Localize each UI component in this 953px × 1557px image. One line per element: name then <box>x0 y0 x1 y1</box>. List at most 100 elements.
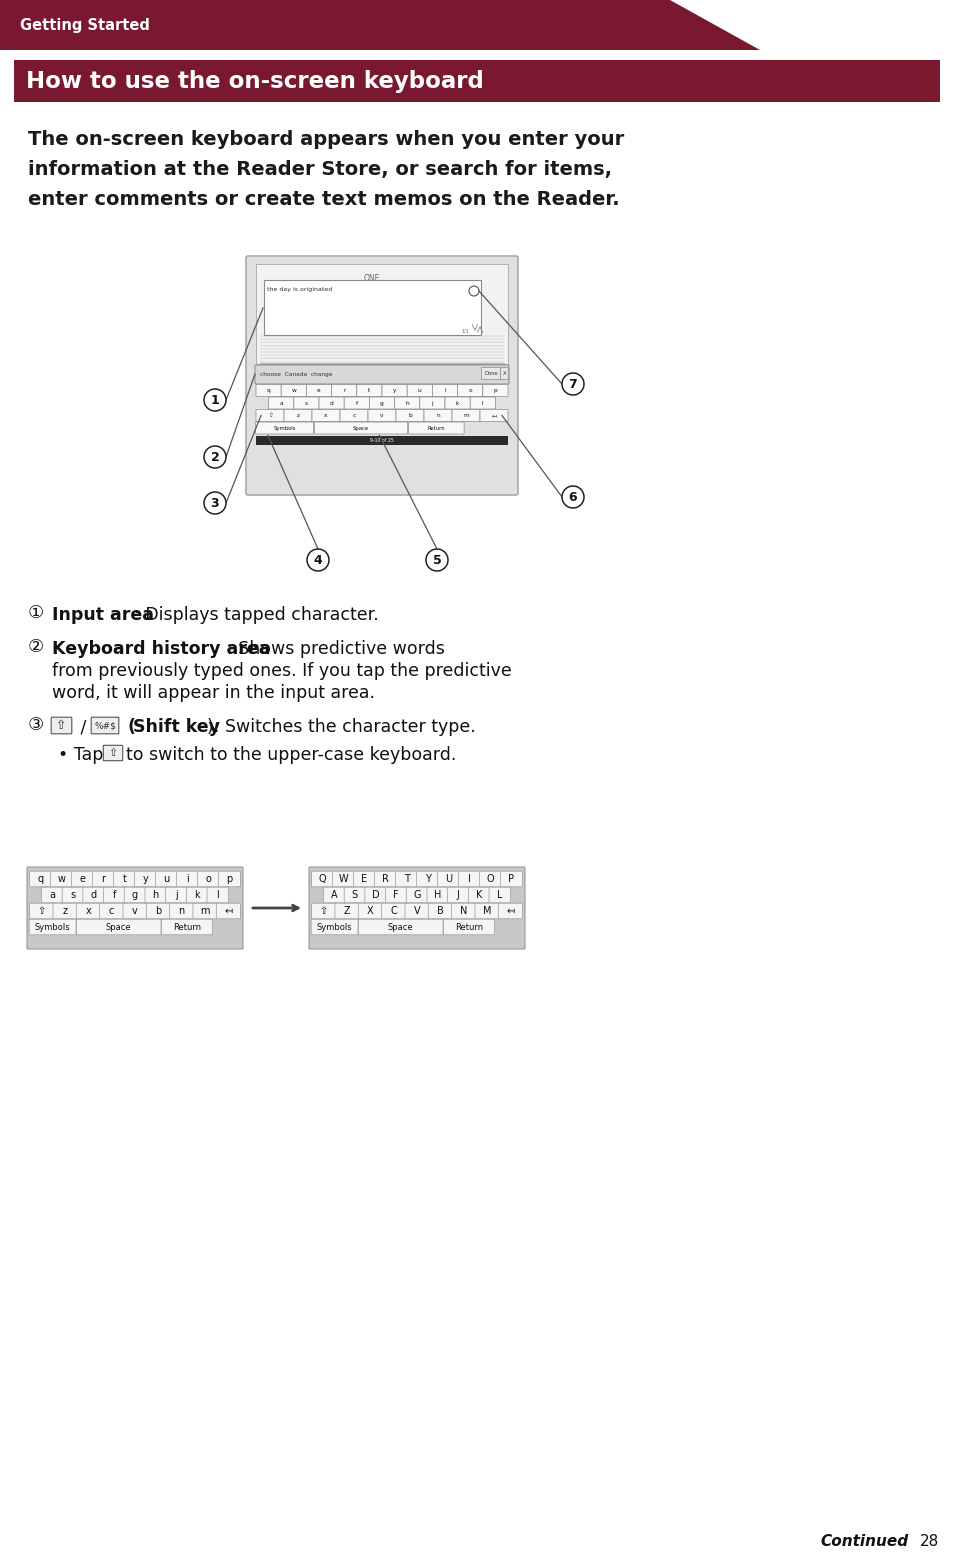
FancyBboxPatch shape <box>457 385 482 397</box>
Text: w: w <box>291 388 295 392</box>
Text: n: n <box>178 906 185 916</box>
Text: S: S <box>352 891 357 900</box>
FancyBboxPatch shape <box>207 887 229 903</box>
Text: s: s <box>305 400 308 405</box>
FancyBboxPatch shape <box>444 397 470 409</box>
Text: ): Switches the character type.: ): Switches the character type. <box>207 718 476 736</box>
Text: t: t <box>368 388 370 392</box>
Text: /: / <box>75 718 91 736</box>
Text: u: u <box>163 873 170 884</box>
FancyBboxPatch shape <box>500 872 522 887</box>
FancyBboxPatch shape <box>254 364 509 385</box>
Text: L: L <box>497 891 502 900</box>
Text: s: s <box>71 891 75 900</box>
Text: D: D <box>372 891 379 900</box>
FancyBboxPatch shape <box>146 903 171 919</box>
Text: b: b <box>155 906 161 916</box>
Text: F: F <box>393 891 398 900</box>
FancyBboxPatch shape <box>30 903 53 919</box>
FancyBboxPatch shape <box>314 422 407 434</box>
Text: f: f <box>355 400 357 405</box>
Text: Return: Return <box>427 425 445 430</box>
Text: c: c <box>109 906 114 916</box>
Text: M: M <box>482 906 491 916</box>
Text: d: d <box>330 400 334 405</box>
Text: : Displays tapped character.: : Displays tapped character. <box>133 606 378 624</box>
Circle shape <box>561 486 583 508</box>
Text: E: E <box>361 873 367 884</box>
Text: (: ( <box>122 718 136 736</box>
FancyBboxPatch shape <box>76 919 161 934</box>
FancyBboxPatch shape <box>481 367 500 380</box>
FancyBboxPatch shape <box>269 397 294 409</box>
Text: enter comments or create text memos on the Reader.: enter comments or create text memos on t… <box>28 190 619 209</box>
FancyBboxPatch shape <box>104 887 125 903</box>
Text: from previously typed ones. If you tap the predictive: from previously typed ones. If you tap t… <box>52 662 511 680</box>
FancyBboxPatch shape <box>255 385 281 397</box>
Text: z: z <box>296 413 299 417</box>
FancyBboxPatch shape <box>264 280 480 335</box>
Text: V: V <box>414 906 420 916</box>
Text: 4: 4 <box>314 553 322 567</box>
FancyBboxPatch shape <box>123 903 147 919</box>
Text: a: a <box>50 891 55 900</box>
FancyBboxPatch shape <box>482 385 507 397</box>
FancyBboxPatch shape <box>470 397 495 409</box>
Text: the day is originated: the day is originated <box>267 286 332 293</box>
Text: Symbols: Symbols <box>34 922 71 931</box>
FancyBboxPatch shape <box>395 872 417 887</box>
Text: g: g <box>379 400 383 405</box>
FancyBboxPatch shape <box>76 903 100 919</box>
Text: Y: Y <box>424 873 430 884</box>
FancyBboxPatch shape <box>134 872 156 887</box>
Text: W: W <box>338 873 348 884</box>
FancyBboxPatch shape <box>155 872 177 887</box>
Circle shape <box>561 374 583 395</box>
FancyBboxPatch shape <box>113 872 135 887</box>
FancyBboxPatch shape <box>332 385 356 397</box>
FancyBboxPatch shape <box>197 872 219 887</box>
Text: • Tap: • Tap <box>58 746 103 764</box>
Text: X: X <box>367 906 374 916</box>
Text: ⇧: ⇧ <box>37 906 46 916</box>
Text: p: p <box>226 873 233 884</box>
Text: : Shows predictive words: : Shows predictive words <box>227 640 444 659</box>
Text: z: z <box>63 906 68 916</box>
FancyBboxPatch shape <box>358 919 442 934</box>
Text: ↤: ↤ <box>224 906 233 916</box>
Text: Space: Space <box>353 425 369 430</box>
FancyBboxPatch shape <box>99 903 124 919</box>
Text: Continued: Continued <box>820 1534 907 1549</box>
Text: ②: ② <box>28 638 44 655</box>
FancyBboxPatch shape <box>404 903 429 919</box>
FancyBboxPatch shape <box>166 887 187 903</box>
Circle shape <box>204 492 226 514</box>
FancyBboxPatch shape <box>500 367 508 380</box>
FancyBboxPatch shape <box>176 872 198 887</box>
Text: r: r <box>101 873 106 884</box>
Circle shape <box>307 550 329 571</box>
Text: 6: 6 <box>568 490 577 503</box>
FancyBboxPatch shape <box>255 265 507 364</box>
Text: G: G <box>413 891 420 900</box>
FancyBboxPatch shape <box>218 872 240 887</box>
FancyBboxPatch shape <box>428 903 452 919</box>
FancyBboxPatch shape <box>30 872 51 887</box>
FancyBboxPatch shape <box>344 397 369 409</box>
Text: Space: Space <box>388 922 413 931</box>
Text: Z: Z <box>343 906 350 916</box>
FancyBboxPatch shape <box>281 385 306 397</box>
FancyBboxPatch shape <box>41 887 63 903</box>
Text: ↤: ↤ <box>506 906 514 916</box>
FancyBboxPatch shape <box>312 903 335 919</box>
Text: X: X <box>502 371 506 375</box>
FancyBboxPatch shape <box>354 872 375 887</box>
FancyBboxPatch shape <box>30 919 76 934</box>
Text: 28: 28 <box>919 1534 939 1549</box>
FancyBboxPatch shape <box>306 385 332 397</box>
FancyBboxPatch shape <box>145 887 166 903</box>
Text: Done: Done <box>483 371 497 375</box>
Text: m: m <box>200 906 210 916</box>
Text: 5: 5 <box>432 553 441 567</box>
FancyBboxPatch shape <box>14 61 939 103</box>
